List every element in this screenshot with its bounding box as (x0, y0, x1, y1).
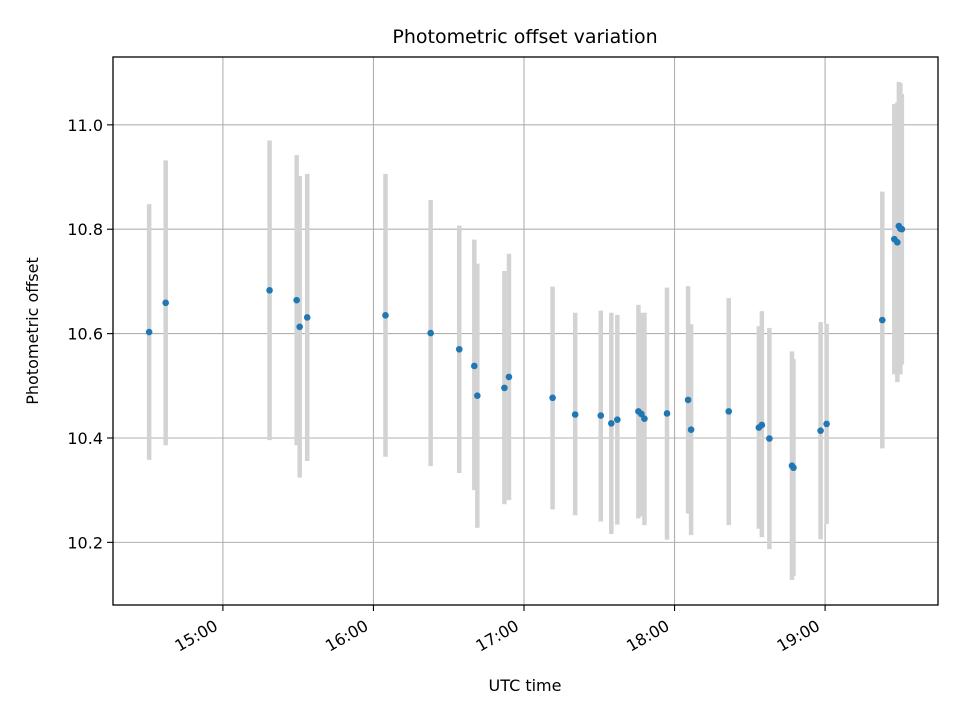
data-point (266, 286, 273, 294)
data-point (608, 420, 615, 427)
data-point (766, 435, 773, 442)
data-point (427, 329, 434, 337)
data-point (505, 373, 513, 381)
data-point (549, 394, 556, 402)
data-point (684, 396, 692, 404)
y-tick-label: 11.0 (67, 116, 103, 135)
data-point (293, 296, 300, 304)
data-point (597, 412, 605, 419)
data-point (817, 427, 824, 434)
data-point (471, 362, 478, 370)
data-point (823, 420, 830, 428)
data-point (790, 464, 797, 472)
y-tick-label: 10.8 (67, 220, 103, 239)
y-axis: 10.2 10.4 10.6 10.8 11.0 (67, 116, 113, 552)
y-axis-label: Photometric offset (23, 257, 42, 405)
plot-background (113, 57, 938, 605)
data-point (663, 410, 671, 417)
data-point (641, 415, 648, 422)
data-point (303, 314, 311, 321)
data-point (296, 323, 303, 331)
data-point (501, 384, 508, 392)
data-point (878, 316, 886, 324)
y-tick-label: 10.2 (67, 533, 103, 552)
data-point (455, 345, 463, 353)
data-point (758, 421, 766, 429)
data-point (474, 392, 481, 400)
grid (113, 57, 938, 605)
x-axis-label: UTC time (489, 676, 562, 695)
data-points (145, 222, 906, 472)
data-point (382, 312, 389, 319)
data-point (614, 416, 621, 424)
data-point (898, 225, 906, 233)
y-tick-label: 10.4 (67, 429, 103, 448)
data-point (162, 299, 169, 307)
data-point (145, 328, 153, 336)
data-point (638, 410, 645, 418)
plot-frame (112, 56, 939, 606)
data-point (687, 426, 695, 433)
chart-title: Photometric offset variation (392, 26, 657, 48)
data-point (571, 411, 579, 418)
data-point (725, 408, 733, 415)
data-point (894, 238, 901, 246)
y-tick-label: 10.6 (67, 325, 103, 344)
